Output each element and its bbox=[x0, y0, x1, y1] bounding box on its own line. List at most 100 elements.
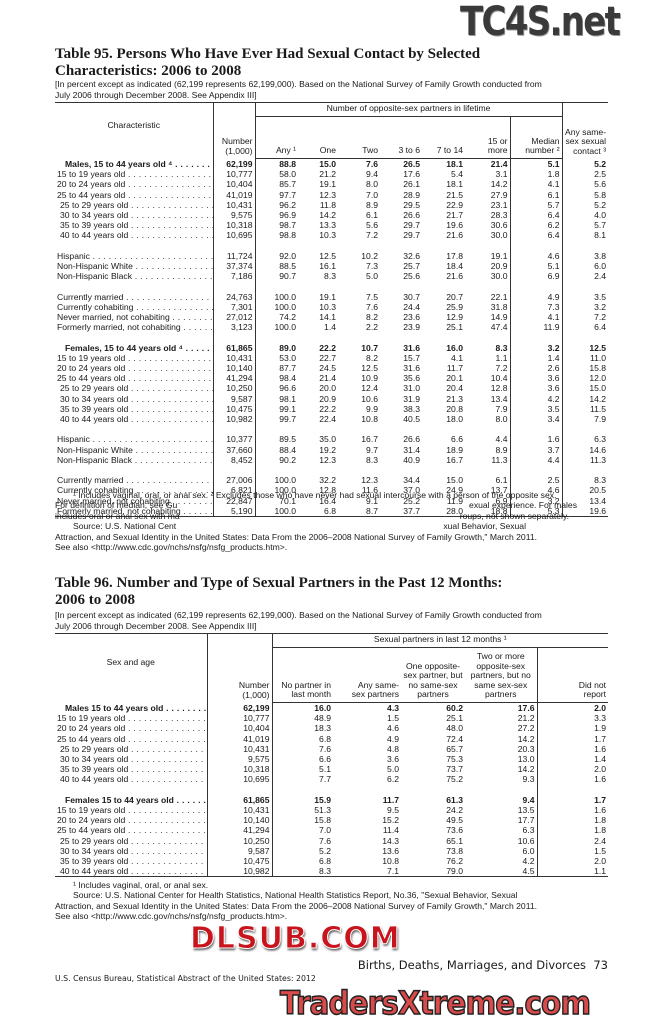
table-cell: 16.4 bbox=[319, 495, 336, 506]
table-cell: 24,763 bbox=[213, 291, 256, 302]
table-cell: 8.3 bbox=[465, 342, 511, 353]
table-cell: 10.3 bbox=[319, 301, 336, 312]
source-note: Attraction, and Sexual Identity in the U… bbox=[55, 531, 538, 542]
table-cell: 61,865 bbox=[213, 342, 256, 353]
table-cell: 14.9 bbox=[465, 312, 511, 323]
table-cell: 9.4 bbox=[465, 794, 538, 806]
table-cell: 20.8 bbox=[446, 403, 463, 414]
table-cell: 6.6 bbox=[451, 434, 463, 445]
table95-headnote: [In percent except as indicated (62,199 … bbox=[55, 79, 650, 100]
group-spacer bbox=[55, 784, 608, 795]
table-cell: 4.3 bbox=[387, 703, 399, 713]
row-label-text: 25 to 29 years old bbox=[60, 836, 206, 846]
table-cell: 9.3 bbox=[465, 774, 538, 785]
table-cell: 5.2 bbox=[594, 158, 607, 169]
table-cell: 4.6 bbox=[387, 723, 399, 734]
row-label-text: 25 to 29 years old bbox=[60, 383, 212, 393]
table-row: 20 to 24 years old10,140 87.7 24.5 12.5 31.6… bbox=[55, 363, 608, 374]
table-row: Non-Hispanic Black7,186 90.7 8.3 5.0 25.6 21.… bbox=[55, 271, 608, 282]
table-cell: 14.2 bbox=[465, 179, 511, 190]
table-cell: 28.0 bbox=[422, 505, 465, 518]
table-cell: 20.9 bbox=[465, 261, 511, 272]
table-cell: 47.4 bbox=[465, 322, 511, 333]
table-cell: 9,587 bbox=[207, 845, 273, 857]
table-cell: 13.5 bbox=[465, 805, 538, 816]
row-label-text: Formerly married, not cohabiting bbox=[57, 322, 212, 332]
table-cell: 92.0 bbox=[279, 250, 296, 261]
table-cell: 26.6 bbox=[403, 434, 420, 445]
table-cell: 1.6 bbox=[594, 743, 607, 754]
source-note: Attraction, and Sexual Identity in the U… bbox=[55, 900, 538, 911]
table-cell: 98.1 bbox=[279, 393, 296, 404]
table-cell: 89.5 bbox=[279, 434, 296, 445]
row-label: 30 to 34 years old bbox=[55, 393, 214, 404]
table-cell: 23.9 bbox=[403, 322, 420, 333]
table-cell: 10.4 bbox=[465, 373, 511, 384]
table-row: 40 to 44 years old10,695 7.7 6.2 75.29.3 1.6 bbox=[55, 774, 608, 785]
table-cell: 8.9 bbox=[366, 199, 378, 210]
table-cell: 5.6 bbox=[594, 179, 607, 190]
table-cell: 88.4 bbox=[279, 444, 296, 455]
table-row: Females 15 to 44 years old61,865 15.9 11.7… bbox=[55, 794, 608, 806]
col-same-sex: Any same-sex sexual contact ³ bbox=[562, 102, 609, 159]
row-label-text: 40 to 44 years old bbox=[60, 866, 206, 876]
row-label: 35 to 39 years old bbox=[55, 764, 208, 775]
table-cell: 74.2 bbox=[279, 312, 296, 323]
table-cell: 8.2 bbox=[366, 352, 378, 363]
table-cell: 20.1 bbox=[446, 373, 463, 384]
row-label-text: 40 to 44 years old bbox=[60, 230, 212, 240]
table-cell: 10.7 bbox=[361, 342, 378, 353]
table-cell: 10.6 bbox=[361, 393, 378, 404]
table-cell: 1.6 bbox=[510, 434, 563, 445]
row-label: Currently cohabiting bbox=[55, 301, 214, 313]
table-cell: 10,695 bbox=[207, 774, 273, 785]
table-cell: 27.2 bbox=[465, 723, 538, 734]
title-line: Table 96. Number and Type of Sexual Part… bbox=[55, 575, 503, 591]
table-cell: 25.1 bbox=[446, 322, 463, 333]
table-cell: 99.7 bbox=[279, 414, 296, 425]
table-cell: 20.5 bbox=[589, 485, 607, 496]
table-cell: 29.7 bbox=[403, 230, 420, 241]
table-cell: 6.8 bbox=[319, 733, 331, 744]
table-cell: 24.5 bbox=[319, 363, 336, 374]
table-cell: 25.9 bbox=[446, 301, 463, 312]
table-row: 15 to 19 years old10,777 48.9 1.5 25.121.2 3… bbox=[55, 713, 608, 724]
table-cell: 5.7 bbox=[510, 199, 563, 211]
table-cell: 87.7 bbox=[279, 363, 296, 374]
table-row: Currently cohabiting6,821 100.0 12.8 11.6 37… bbox=[55, 485, 608, 496]
table-cell: 7.2 bbox=[594, 312, 607, 323]
table-cell: 25.2 bbox=[403, 495, 420, 506]
table-cell: 7.9 bbox=[465, 403, 511, 415]
table-cell: 8.3 bbox=[366, 454, 378, 465]
table-cell: 9.9 bbox=[366, 403, 378, 414]
table-cell: 5.2 bbox=[594, 199, 607, 210]
table-cell: 6.8 bbox=[319, 856, 331, 867]
table-cell: 18.1 bbox=[446, 159, 463, 169]
row-label-text: Currently cohabiting bbox=[57, 485, 212, 495]
row-label-text: 30 to 34 years old bbox=[60, 394, 212, 404]
table96-headnote: [In percent except as indicated (62,199 … bbox=[55, 610, 650, 631]
table-cell: 11.3 bbox=[465, 454, 511, 466]
row-label: Never married, not cohabiting bbox=[55, 495, 214, 506]
table-cell: 9,587 bbox=[213, 393, 256, 404]
table96-title: Table 96. Number and Type of Sexual Part… bbox=[55, 575, 650, 609]
table-cell: 20.7 bbox=[446, 291, 463, 302]
table96: Sex and age Number (1,000) Sexual partne… bbox=[55, 633, 609, 878]
table-cell: 24.9 bbox=[446, 485, 463, 496]
table-cell: 15.0 bbox=[589, 383, 607, 394]
table-cell: 8.0 bbox=[465, 414, 511, 425]
table-row: Non-Hispanic Black8,452 90.2 12.3 8.3 40.9 16… bbox=[55, 454, 608, 466]
table-cell: 7.3 bbox=[366, 261, 378, 272]
row-label-text: Non-Hispanic White bbox=[57, 445, 212, 455]
table-cell: 13.4 bbox=[465, 393, 511, 404]
table-cell: 17.6 bbox=[465, 702, 538, 714]
table-cell: 60.2 bbox=[446, 703, 463, 713]
table-cell: 88.8 bbox=[279, 159, 296, 169]
table-cell: 96.9 bbox=[279, 210, 296, 221]
table-cell: 16.7 bbox=[446, 454, 463, 465]
table-cell: 8.2 bbox=[366, 312, 378, 323]
table-cell: 11,724 bbox=[213, 250, 256, 262]
table-cell: 3.2 bbox=[510, 342, 563, 353]
table-cell: 28.3 bbox=[465, 210, 511, 221]
